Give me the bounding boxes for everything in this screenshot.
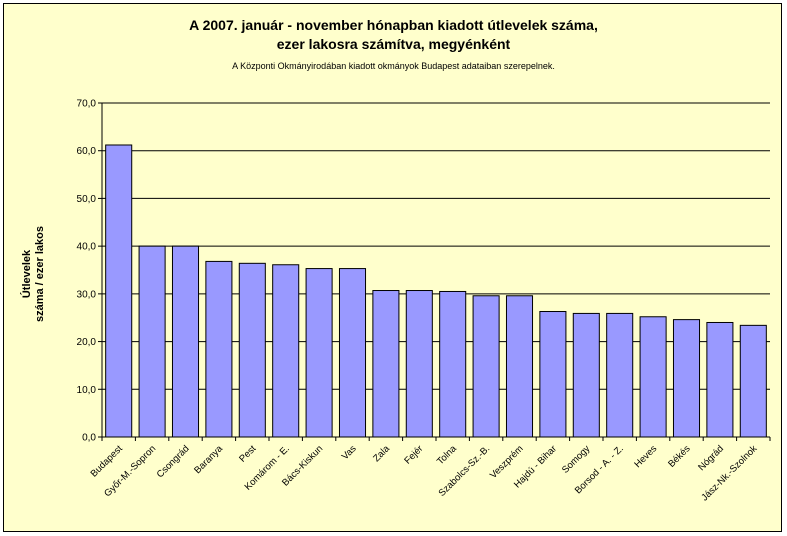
y-tick-label: 30,0: [77, 289, 97, 300]
chart-area: A 2007. január - november hónapban kiado…: [3, 3, 782, 532]
bar: [505, 295, 534, 438]
bar: [338, 268, 367, 438]
bar: [405, 290, 433, 438]
chart-title-line-1: A 2007. január - november hónapban kiado…: [189, 17, 598, 33]
x-tick-label: Tolna: [435, 443, 459, 467]
y-tick-label: 40,0: [77, 242, 97, 253]
x-tick-label: Pest: [237, 443, 258, 464]
y-tick-label: 70,0: [77, 99, 97, 110]
bar: [305, 268, 333, 438]
bar: [606, 312, 634, 438]
bar: [105, 144, 133, 438]
y-tick-label: 10,0: [77, 385, 97, 396]
y-tick-label: 0,0: [82, 433, 96, 444]
bar: [639, 316, 667, 438]
bar: [238, 262, 266, 438]
x-tick-label: Heves: [632, 443, 659, 470]
y-tick-label: 60,0: [77, 146, 97, 157]
x-tick-label: Baranya: [192, 443, 225, 476]
chart-subtitle: A Központi Okmányirodában kiadott okmány…: [232, 61, 555, 71]
bar: [205, 260, 233, 438]
x-tick-label: Csongrád: [155, 443, 192, 480]
y-tick-label: 50,0: [77, 194, 97, 205]
x-tick-label: Fejér: [402, 443, 425, 466]
bar: [672, 319, 701, 438]
bar: [472, 295, 500, 438]
bar: [706, 321, 734, 438]
bar: [138, 245, 166, 438]
plot-svg: 0,010,020,030,040,050,060,070,0BudapestG…: [77, 99, 771, 503]
x-tick-label: Nógrád: [696, 443, 726, 473]
x-tick-label: Békés: [666, 443, 693, 470]
x-tick-label: Vas: [340, 443, 359, 462]
bar: [372, 290, 400, 438]
chart-title-line-2: ezer lakosra számítva, megyénként: [276, 36, 511, 52]
bar: [572, 312, 600, 438]
bar: [539, 311, 567, 438]
chart-title: A 2007. január - november hónapban kiado…: [4, 16, 783, 54]
y-tick-label: 20,0: [77, 337, 97, 348]
x-tick-label: Zala: [371, 443, 392, 464]
bar: [739, 324, 767, 438]
bar: [272, 264, 300, 438]
bar: [171, 245, 200, 438]
x-tick-label: Somogy: [560, 443, 593, 476]
bar: [439, 290, 467, 438]
